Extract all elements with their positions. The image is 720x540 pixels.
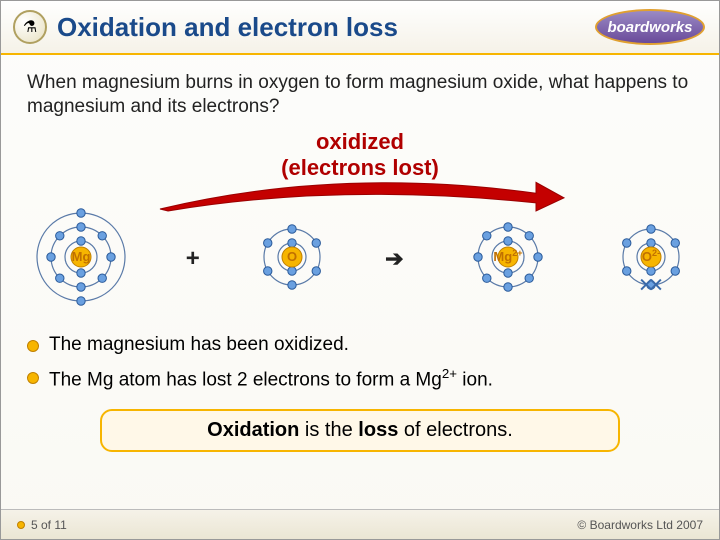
bullet-text: The Mg atom has lost 2 electrons to form…	[49, 366, 493, 391]
center-label-line1: oxidized	[316, 129, 404, 155]
atom-o-ion: O2-	[613, 219, 689, 300]
svg-text:O: O	[287, 249, 297, 264]
page-title: Oxidation and electron loss	[57, 12, 398, 43]
bullet-dot-icon	[27, 340, 39, 352]
svg-text:Mg: Mg	[72, 249, 91, 264]
logo-text: boardworks	[595, 9, 705, 45]
bullet-dot-icon	[27, 372, 39, 384]
bullet-list: The magnesium has been oxidized. The Mg a…	[27, 334, 693, 391]
atom-mg-ion: Mg2+	[458, 207, 558, 312]
atom-diagram: Mg2+	[458, 207, 558, 307]
center-label-line2: (electrons lost)	[281, 155, 439, 181]
atom-diagram: O2-	[613, 219, 689, 295]
slide-frame: ⚗ Oxidation and electron loss boardworks…	[0, 0, 720, 540]
page-number: 5 of 11	[31, 518, 67, 532]
header-icon: ⚗	[13, 10, 47, 44]
yields-arrow: ➔	[385, 246, 403, 272]
intro-text: When magnesium burns in oxygen to form m…	[27, 71, 693, 119]
bullet-item: The magnesium has been oxidized.	[27, 334, 693, 356]
center-label: oxidized (electrons lost)	[27, 129, 693, 181]
svg-text:Mg2+: Mg2+	[494, 248, 523, 264]
page-indicator: 5 of 11	[17, 518, 67, 532]
header-icon-glyph: ⚗	[23, 17, 37, 37]
content-area: When magnesium burns in oxygen to form m…	[1, 55, 719, 452]
atom-diagram: Mg	[31, 207, 131, 307]
copyright-text: © Boardworks Ltd 2007	[577, 518, 703, 532]
footer-bar: 5 of 11 © Boardworks Ltd 2007	[1, 509, 719, 539]
atom-o: O	[254, 219, 330, 300]
summary-keyword: loss	[358, 419, 398, 441]
bullet-text: The magnesium has been oxidized.	[49, 334, 349, 356]
atoms-row: Mg + O ➔ Mg2+ O2-	[27, 207, 693, 312]
logo: boardworks	[595, 9, 705, 45]
summary-keyword: Oxidation	[207, 419, 299, 441]
bullet-item: The Mg atom has lost 2 electrons to form…	[27, 366, 693, 391]
summary-box: Oxidation is the loss of electrons.	[100, 409, 620, 452]
header-bar: ⚗ Oxidation and electron loss boardworks	[1, 1, 719, 55]
footer-dot-icon	[17, 521, 25, 529]
atom-mg: Mg	[31, 207, 131, 312]
plus-operator: +	[186, 245, 200, 273]
atom-diagram: O	[254, 219, 330, 295]
